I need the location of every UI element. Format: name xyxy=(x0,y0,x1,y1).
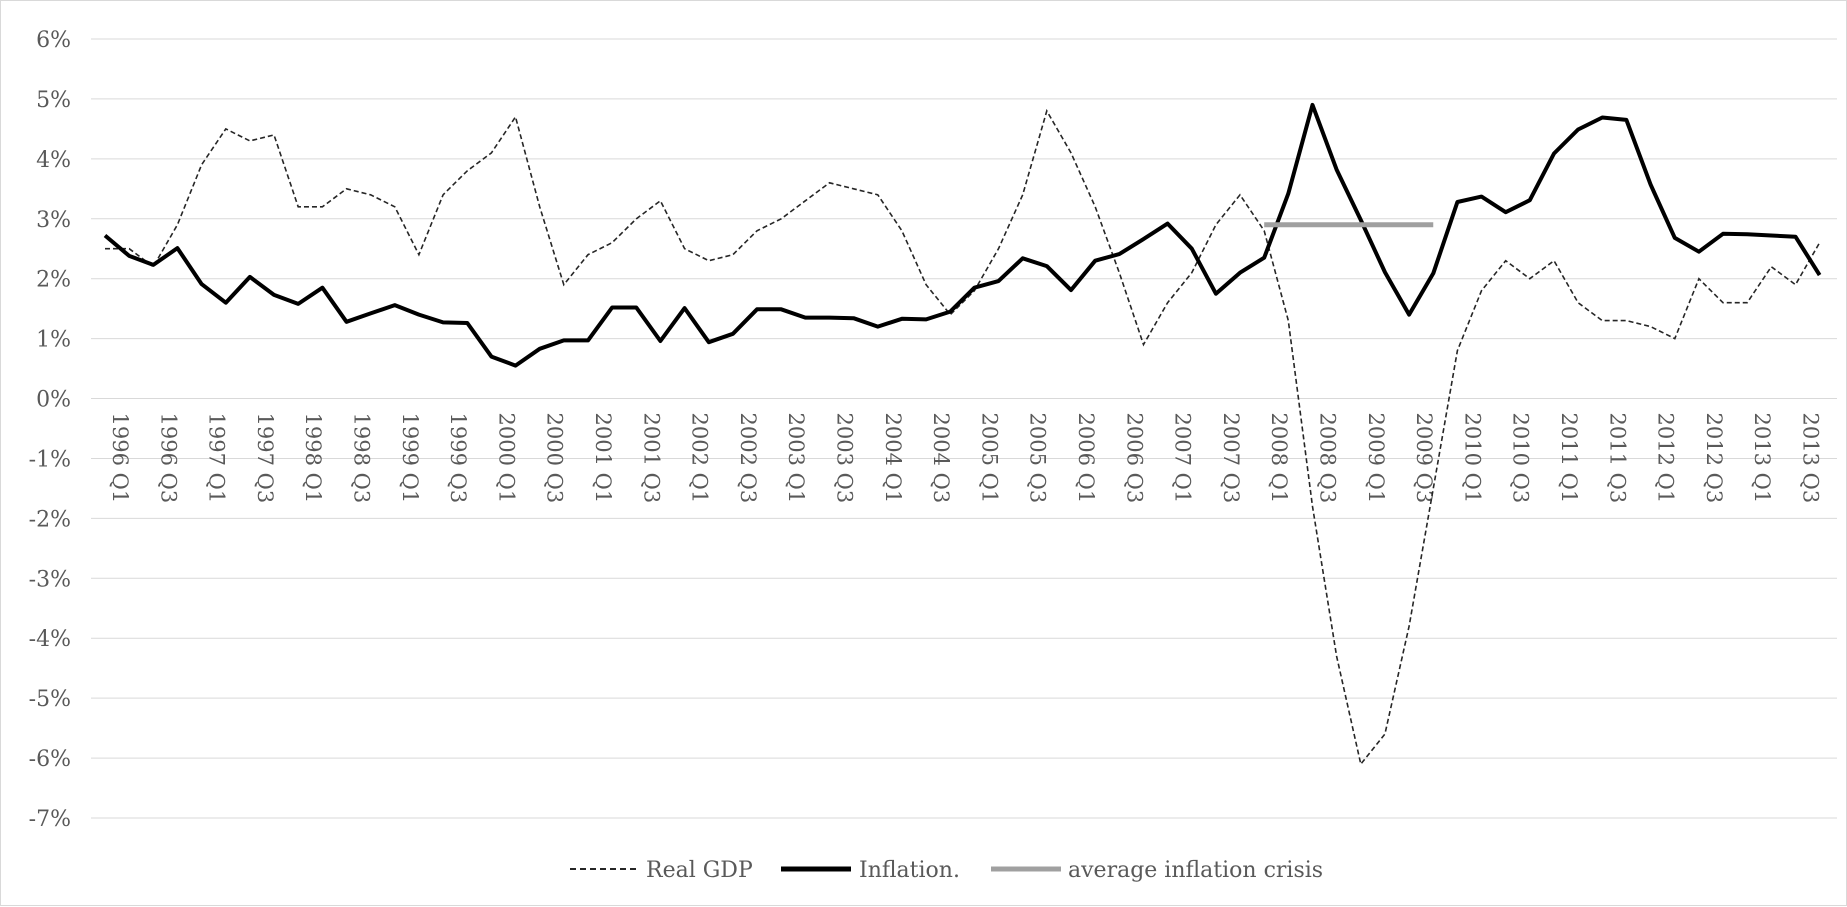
y-tick-label: 6% xyxy=(36,28,71,53)
x-tick-label: 2013 Q1 xyxy=(1750,413,1774,504)
x-tick-label: 2011 Q3 xyxy=(1605,413,1629,504)
x-tick-label: 2012 Q3 xyxy=(1702,413,1726,504)
y-tick-label: 4% xyxy=(36,148,71,173)
x-tick-label: 2007 Q3 xyxy=(1219,413,1243,504)
x-tick-label: 2005 Q1 xyxy=(977,413,1001,504)
x-tick-label: 2006 Q3 xyxy=(1122,413,1146,504)
x-tick-label: 2001 Q3 xyxy=(639,413,663,504)
y-tick-label: -4% xyxy=(29,627,71,652)
x-tick-label: 2009 Q1 xyxy=(1364,413,1388,504)
series-line-inflation xyxy=(103,102,1822,368)
x-axis-ticks: 1996 Q1 1996 Q3 1997 Q1 1997 Q3 1998 Q1 1998 … xyxy=(108,413,1823,504)
x-tick-label: 2010 Q1 xyxy=(1460,413,1484,504)
y-tick-label: -3% xyxy=(29,567,71,592)
y-tick-label: -7% xyxy=(29,807,71,832)
x-tick-label: 2007 Q1 xyxy=(1171,413,1195,504)
x-tick-label: 2010 Q3 xyxy=(1509,413,1533,504)
x-tick-label: 2013 Q3 xyxy=(1799,413,1823,504)
y-tick-label: 1% xyxy=(36,328,71,353)
legend-label-real-gdp: Real GDP xyxy=(646,858,753,883)
x-tick-label: 1998 Q1 xyxy=(301,413,325,504)
x-tick-label: 2004 Q1 xyxy=(881,413,905,504)
x-tick-label: 2000 Q3 xyxy=(543,413,567,504)
x-tick-label: 1996 Q3 xyxy=(156,413,180,504)
y-tick-label: -1% xyxy=(29,447,71,472)
legend-label-inflation: Inflation. xyxy=(859,858,960,883)
x-tick-label: 2005 Q3 xyxy=(1026,413,1050,504)
series-lines xyxy=(103,102,1822,766)
legend: Real GDP Inflation. average inflation cr… xyxy=(570,858,1323,883)
y-tick-label: -5% xyxy=(29,687,71,712)
x-tick-label: 2012 Q1 xyxy=(1654,413,1678,504)
x-tick-label: 1997 Q3 xyxy=(253,413,277,504)
x-tick-label: 2011 Q1 xyxy=(1557,413,1581,504)
x-tick-label: 2002 Q3 xyxy=(736,413,760,504)
gridlines xyxy=(91,38,1837,819)
y-tick-label: 2% xyxy=(36,268,71,293)
y-tick-label: 3% xyxy=(36,208,71,233)
y-tick-label: -6% xyxy=(29,747,71,772)
x-tick-label: 2009 Q3 xyxy=(1412,413,1436,504)
x-tick-label: 2004 Q3 xyxy=(929,413,953,504)
x-tick-label: 1996 Q1 xyxy=(108,413,132,504)
x-tick-label: 2001 Q1 xyxy=(591,413,615,504)
x-tick-label: 1999 Q1 xyxy=(398,413,422,504)
y-axis-ticks: 6% 5% 4% 3% 2% 1% 0% -1% -2% -3% -4% -5% -6% -7% xyxy=(29,28,71,832)
x-tick-label: 2006 Q1 xyxy=(1074,413,1098,504)
y-tick-label: 5% xyxy=(36,88,71,113)
x-tick-label: 1998 Q3 xyxy=(350,413,374,504)
x-tick-label: 2008 Q3 xyxy=(1316,413,1340,504)
x-tick-label: 2002 Q1 xyxy=(688,413,712,504)
x-tick-label: 2003 Q1 xyxy=(784,413,808,504)
series-line-real-gdp xyxy=(105,108,1821,766)
x-tick-label: 2000 Q1 xyxy=(494,413,518,504)
x-tick-label: 1999 Q3 xyxy=(446,413,470,504)
y-tick-label: 0% xyxy=(36,388,71,413)
x-tick-label: 1997 Q1 xyxy=(205,413,229,504)
y-tick-label: -2% xyxy=(29,507,71,532)
legend-label-average-inflation-crisis: average inflation crisis xyxy=(1068,858,1323,883)
x-tick-label: 2008 Q1 xyxy=(1267,413,1291,504)
x-tick-label: 2003 Q3 xyxy=(833,413,857,504)
